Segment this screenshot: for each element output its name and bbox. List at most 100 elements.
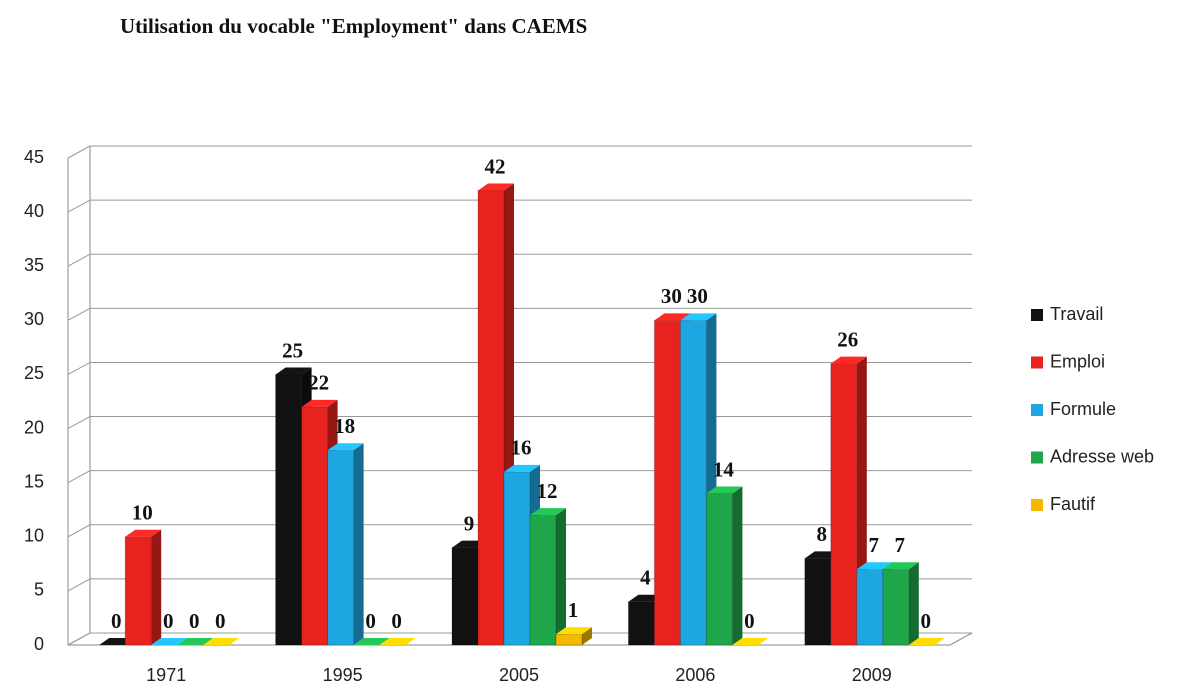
bar — [856, 568, 884, 646]
grid-line — [67, 253, 972, 267]
data-label: 1 — [568, 598, 579, 622]
bar-top — [856, 562, 893, 570]
bar-top — [353, 638, 390, 645]
bar-top — [530, 508, 566, 516]
bar — [627, 601, 655, 646]
bar-top — [908, 638, 945, 645]
data-label: 22 — [308, 371, 329, 395]
data-label: 8 — [817, 522, 828, 546]
bar-top — [830, 356, 867, 364]
y-tick-label: 20 — [24, 417, 44, 437]
data-label: 16 — [511, 436, 532, 460]
bar-side — [908, 562, 919, 645]
data-label: 0 — [189, 609, 200, 633]
data-label: 0 — [163, 609, 174, 633]
data-label: 4 — [640, 566, 651, 590]
data-label: 0 — [744, 609, 755, 633]
grid-line — [67, 199, 972, 213]
bar-side — [353, 443, 364, 645]
bar-top — [177, 638, 214, 645]
data-label: 0 — [391, 609, 402, 633]
bar-top — [327, 443, 364, 451]
data-label: 42 — [485, 154, 506, 178]
bar-top — [125, 529, 162, 537]
x-tick-label: 2009 — [852, 665, 892, 685]
data-label: 0 — [365, 609, 376, 633]
bar-top — [556, 627, 592, 635]
legend-swatch — [1031, 451, 1043, 464]
legend-label: Adresse web — [1050, 446, 1154, 466]
chart-title: Utilisation du vocable "Employment" dans… — [120, 14, 587, 38]
legend-label: Emploi — [1050, 351, 1105, 371]
bar — [882, 568, 910, 646]
legend-swatch — [1031, 309, 1043, 321]
data-label: 12 — [537, 479, 558, 503]
bar-side — [732, 486, 743, 645]
y-tick-label: 5 — [34, 580, 44, 600]
data-label: 30 — [687, 284, 708, 308]
bar — [124, 536, 152, 646]
data-label: 30 — [661, 284, 682, 308]
y-tick-label: 10 — [24, 526, 44, 546]
bar — [653, 319, 681, 646]
bar — [503, 471, 531, 646]
bar-side — [556, 508, 566, 645]
grid-line — [67, 307, 972, 321]
bar — [275, 373, 303, 646]
y-tick-label: 25 — [24, 363, 44, 383]
bar-top — [882, 562, 919, 570]
bar — [301, 406, 329, 646]
grid-line — [67, 145, 972, 159]
bar-top — [301, 399, 338, 407]
data-label: 0 — [921, 609, 932, 633]
bar — [830, 363, 858, 646]
data-label: 26 — [837, 327, 858, 351]
legend-label: Formule — [1050, 399, 1116, 419]
data-label: 9 — [464, 511, 475, 535]
bar — [477, 189, 505, 646]
legend-swatch — [1031, 356, 1043, 369]
bar — [804, 557, 832, 646]
bar-top — [203, 638, 240, 645]
data-label: 25 — [282, 338, 303, 362]
bar — [555, 633, 583, 646]
bar — [705, 492, 733, 646]
data-label: 14 — [713, 457, 735, 481]
bar — [529, 514, 557, 646]
legend-swatch — [1031, 499, 1043, 511]
y-tick-label: 40 — [24, 201, 44, 221]
bar-top — [151, 638, 188, 645]
data-label: 7 — [895, 533, 906, 557]
bar-side — [151, 529, 162, 645]
data-label: 10 — [132, 501, 153, 525]
bar-top — [680, 313, 717, 321]
bar-top — [706, 486, 743, 494]
legend-swatch — [1031, 404, 1043, 416]
data-label: 18 — [334, 414, 355, 438]
bar-top — [732, 638, 769, 645]
legend-label: Fautif — [1050, 494, 1096, 514]
x-tick-label: 1971 — [146, 665, 186, 685]
y-tick-label: 45 — [24, 147, 44, 167]
bar-top — [478, 183, 514, 191]
data-label: 7 — [869, 533, 880, 557]
y-tick-label: 15 — [24, 471, 44, 491]
y-tick-label: 30 — [24, 309, 44, 329]
data-label: 0 — [215, 609, 226, 633]
bar-top — [654, 313, 691, 321]
y-tick-label: 0 — [34, 634, 44, 654]
bar-top — [379, 638, 416, 645]
x-tick-label: 2006 — [675, 665, 715, 685]
bar-top — [504, 464, 540, 472]
data-label: 0 — [111, 609, 122, 633]
bar-top — [275, 367, 312, 375]
legend-label: Travail — [1050, 304, 1103, 324]
bar — [327, 449, 355, 646]
bar-side — [582, 627, 592, 645]
bar — [679, 319, 707, 646]
x-tick-label: 2005 — [499, 665, 539, 685]
bar — [451, 547, 479, 646]
x-tick-label: 1995 — [323, 665, 363, 685]
y-tick-label: 35 — [24, 255, 44, 275]
